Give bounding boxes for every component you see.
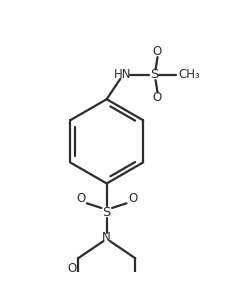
Text: HN: HN [114,68,132,81]
Text: S: S [103,205,111,219]
Text: CH₃: CH₃ [179,68,200,81]
Text: O: O [152,45,162,58]
Text: O: O [76,192,86,205]
Text: N: N [102,231,111,244]
Text: O: O [152,91,162,104]
Text: O: O [128,192,137,205]
Text: S: S [150,68,158,81]
Text: O: O [68,262,77,275]
